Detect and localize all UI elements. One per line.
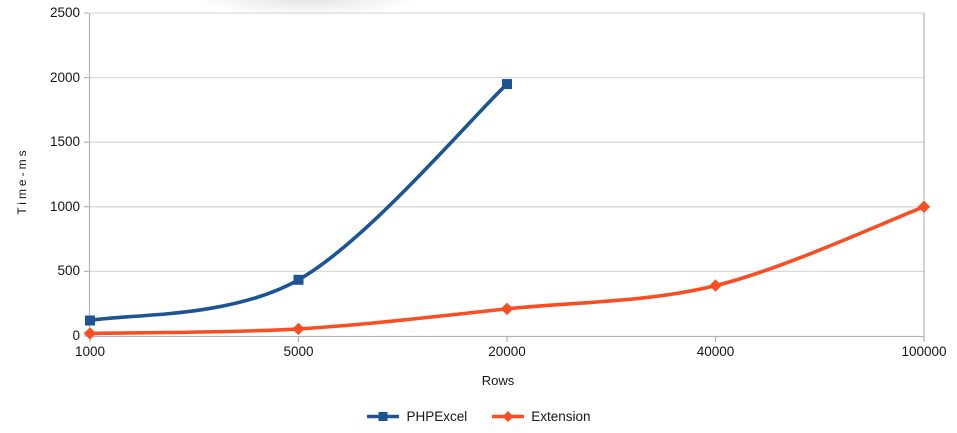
y-tick-label: 1000 — [49, 198, 80, 214]
data-marker-extension — [709, 279, 722, 292]
phpexcel-line-marker-icon — [367, 411, 400, 421]
data-marker-phpexcel — [293, 274, 304, 285]
extension-line-marker-icon — [492, 410, 525, 422]
legend: PHPExcel Extension — [0, 406, 957, 426]
x-tick-label: 1000 — [74, 344, 106, 359]
y-axis-title: Time-ms — [15, 147, 29, 215]
legend-label-extension: Extension — [531, 408, 591, 424]
x-tick-label: 40000 — [696, 344, 735, 359]
legend-marker-sample — [378, 411, 388, 421]
data-marker-extension — [292, 322, 305, 336]
legend-item-extension: Extension — [491, 408, 591, 424]
legend-item-phpexcel: PHPExcel — [366, 409, 467, 424]
y-tick-label: 0 — [72, 328, 80, 343]
legend-label-phpexcel: PHPExcel — [406, 408, 468, 424]
data-marker-phpexcel — [502, 79, 512, 90]
x-axis-title: Rows — [481, 373, 515, 388]
data-marker-phpexcel — [85, 315, 95, 326]
y-tick-label: 2000 — [49, 69, 80, 85]
x-tick-label: 5000 — [283, 344, 314, 359]
y-tick-label: 500 — [57, 263, 80, 279]
x-tick-label: 20000 — [488, 344, 526, 359]
legend-marker-sample — [502, 410, 514, 422]
y-tick-label: 2500 — [49, 5, 80, 20]
data-marker-extension — [917, 200, 931, 213]
data-marker-extension — [83, 327, 97, 340]
series-line-phpexcel — [89, 82, 509, 323]
data-marker-extension — [500, 302, 514, 316]
y-tick-label: 1500 — [49, 134, 80, 150]
x-tick-label: 100000 — [901, 344, 947, 359]
